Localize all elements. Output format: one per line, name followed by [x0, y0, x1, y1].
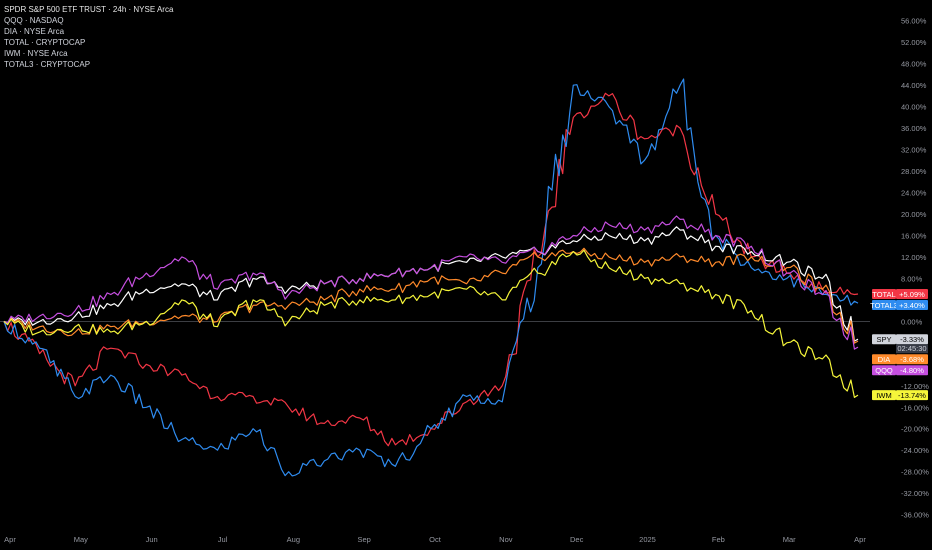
x-tick-label: Apr — [854, 535, 866, 544]
x-tick-label: Aug — [287, 535, 300, 544]
tag-name-box — [872, 365, 896, 376]
tag-name: SPY — [876, 335, 891, 344]
tag-value: +3.40% — [899, 301, 925, 310]
tag-name: IWM — [876, 391, 891, 400]
tag-name-box — [872, 289, 896, 300]
series-line-total3 — [3, 78, 859, 477]
y-tick-label: 36.00% — [901, 124, 927, 133]
x-tick-label: May — [74, 535, 88, 544]
tag-name-box — [872, 334, 896, 345]
x-tick-label: Jul — [218, 535, 228, 544]
tag-value: +5.09% — [899, 290, 925, 299]
tag-name-box — [872, 390, 896, 401]
series-lines — [3, 78, 859, 477]
x-tick-label: Nov — [499, 535, 513, 544]
y-tick-label: -24.00% — [901, 446, 929, 455]
x-tick-label: Oct — [429, 535, 442, 544]
tag-value-box — [896, 365, 928, 376]
x-tick-label: Mar — [783, 535, 796, 544]
y-tick-label: 44.00% — [901, 81, 927, 90]
y-tick-label: 0.00% — [901, 317, 923, 326]
value-tag-qqq: QQQ -4.80% — [872, 365, 928, 376]
legend-item-qqq[interactable]: QQQ · NASDAQ — [4, 16, 64, 25]
legend-main-symbol[interactable]: SPDR S&P 500 ETF TRUST · 24h · NYSE Arca — [4, 5, 174, 14]
series-line-iwm — [3, 249, 859, 398]
countdown-box — [896, 344, 928, 354]
tag-value: -13.74% — [898, 391, 926, 400]
y-tick-label: -32.00% — [901, 489, 929, 498]
y-tick-label: -16.00% — [901, 403, 929, 412]
legend-item-total3[interactable]: TOTAL3 · CRYPTOCAP — [4, 60, 91, 69]
tag-name-box — [872, 300, 896, 311]
x-tick-label: Apr — [4, 535, 16, 544]
tag-value-box — [896, 300, 928, 311]
tag-value: -4.80% — [900, 366, 924, 375]
legend-item-dia[interactable]: DIA · NYSE Arca — [4, 27, 65, 36]
y-tick-label: 8.00% — [901, 274, 923, 283]
y-tick-label: 40.00% — [901, 103, 927, 112]
y-tick-label: 16.00% — [901, 231, 927, 240]
y-tick-label: 48.00% — [901, 60, 927, 69]
legend-item-total[interactable]: TOTAL · CRYPTOCAP — [4, 38, 86, 47]
series-line-qqq — [3, 215, 859, 350]
y-tick-label: 24.00% — [901, 189, 927, 198]
tag-name: QQQ — [875, 366, 893, 375]
tag-name: TOTAL3 — [870, 301, 898, 310]
y-tick-label: 20.00% — [901, 210, 927, 219]
value-tag-total: TOTAL +5.09% — [872, 289, 928, 300]
tag-value-box — [896, 354, 928, 365]
legend-item-iwm[interactable]: IWM · NYSE Arca — [4, 49, 68, 58]
y-tick-label: 56.00% — [901, 17, 927, 26]
y-tick-label: 52.00% — [901, 38, 927, 47]
x-tick-label: 2025 — [639, 535, 656, 544]
value-tag-total3: TOTAL3 +3.40% — [870, 300, 928, 311]
value-tag-iwm: IWM -13.74% — [872, 390, 928, 401]
tag-value-box — [896, 334, 928, 345]
x-tick-label: Sep — [357, 535, 370, 544]
tag-name: DIA — [878, 355, 891, 364]
tag-value: -3.68% — [900, 355, 924, 364]
x-tick-label: Dec — [570, 535, 584, 544]
chart-legend: SPDR S&P 500 ETF TRUST · 24h · NYSE Arca… — [4, 4, 173, 70]
y-tick-label: -12.00% — [901, 382, 929, 391]
y-tick-label: -28.00% — [901, 468, 929, 477]
last-value-tags: TOTAL +5.09%TOTAL3 +3.40% SPY -3.33%02:45:30… — [870, 289, 928, 401]
value-tag-spy: SPY -3.33%02:45:30 — [872, 334, 928, 354]
y-tick-label: -20.00% — [901, 425, 929, 434]
tag-value: -3.33% — [900, 335, 924, 344]
y-tick-label: 32.00% — [901, 146, 927, 155]
x-tick-label: Feb — [712, 535, 725, 544]
y-tick-label: -36.00% — [901, 511, 929, 520]
time-axis[interactable]: Apr May Jun Jul Aug Sep Oct Nov Dec 2025 Feb Mar Apr — [4, 535, 866, 544]
x-tick-label: Jun — [146, 535, 158, 544]
series-line-total — [3, 92, 859, 447]
tag-name: TOTAL — [872, 290, 895, 299]
value-tag-dia: DIA -3.68% — [872, 354, 928, 365]
countdown-time: 02:45:30 — [897, 344, 926, 353]
tag-value-box — [896, 289, 928, 300]
tag-value-box — [896, 390, 928, 401]
tag-name-box — [872, 354, 896, 365]
y-tick-label: 28.00% — [901, 167, 927, 176]
y-tick-label: 12.00% — [901, 253, 927, 262]
price-axis[interactable]: 56.00% 52.00% 48.00% 44.00% 40.00% 36.00% 32.0… — [901, 17, 929, 520]
